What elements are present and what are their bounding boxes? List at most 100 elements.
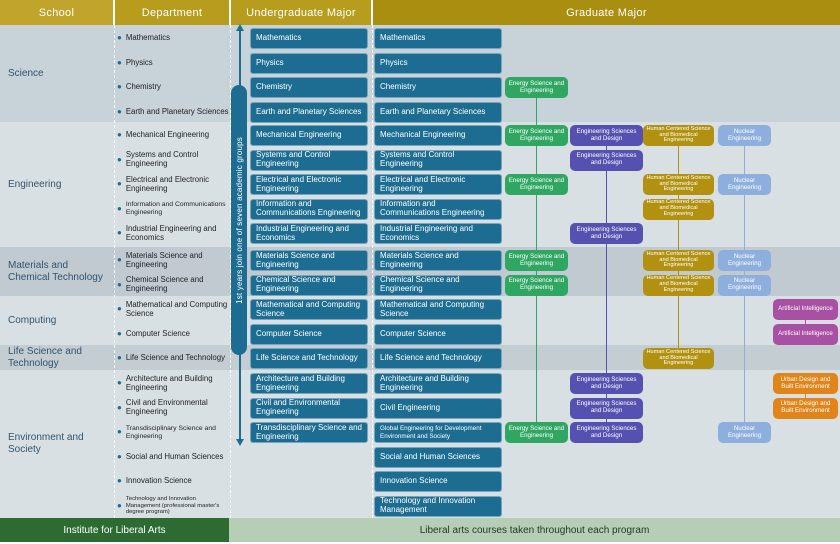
department-item: ● Chemical Science and Engineering: [117, 275, 229, 296]
department-item: ● Information and Communications Engineer…: [117, 199, 229, 220]
department-label: Innovation Science: [125, 476, 192, 486]
school-band-life-science-and-technology: Life Science and Technology ● Life Science…: [0, 345, 840, 370]
department-item: ● Physics: [117, 53, 229, 74]
department-item: ● Life Science and Technology: [117, 348, 229, 369]
major-row: ● Innovation Science Innovation Science: [0, 471, 840, 492]
program-box-energy: Energy Science and Engineering: [505, 422, 568, 443]
school-label: Environment and Society: [8, 432, 84, 455]
bullet-icon: ●: [117, 228, 122, 238]
department-label: Earth and Planetary Sciences: [125, 106, 229, 116]
undergraduate-major-box: Industrial Engineering and Economics: [250, 223, 368, 244]
graduate-major-box: Global Engineering for Development Envir…: [374, 422, 502, 443]
column-separator: [371, 25, 373, 518]
major-row: ● Electrical and Electronic Engineering El…: [0, 174, 840, 195]
bullet-icon: ●: [117, 179, 122, 189]
undergraduate-major-box: Architecture and Building Engineering: [250, 373, 368, 394]
major-row: ● Industrial Engineering and Economics Ind…: [0, 223, 840, 244]
undergraduate-major-box: Systems and Control Engineering: [250, 149, 368, 171]
bullet-icon: ●: [117, 500, 122, 510]
program-box-esd: Engineering Sciences and Design: [570, 422, 643, 443]
graduate-major-box: Mathematics: [374, 28, 502, 49]
program-box-hcb: Human Centered Science and Biomedical En…: [643, 198, 714, 220]
bullet-icon: ●: [117, 154, 122, 164]
major-row: ● Physics Physics Physics: [0, 52, 840, 74]
bullet-icon: ●: [117, 82, 122, 92]
department-label: Mechanical Engineering: [125, 130, 210, 140]
first-year-academic-groups-bar: 1st years join one of seven academic gro…: [231, 85, 247, 355]
school-label: Engineering: [8, 178, 62, 190]
bullet-icon: ●: [117, 106, 122, 116]
department-label: Technology and Innovation Management (pr…: [125, 496, 220, 516]
program-connector-hcb: [677, 135, 680, 359]
bullet-icon: ●: [117, 57, 122, 67]
graduate-major-box: Chemistry: [374, 77, 502, 98]
graduate-major-box: Information and Communications Engineeri…: [374, 198, 502, 220]
first-year-academic-groups-note: 1st years join one of seven academic gro…: [234, 136, 244, 304]
major-row: ● Computer Science Computer Science Compute…: [0, 323, 840, 345]
program-box-hcb: Human Centered Science and Biomedical En…: [643, 250, 714, 271]
department-item: ● Architecture and Building Engineering: [117, 373, 229, 394]
program-box-esd: Engineering Sciences and Design: [570, 223, 643, 244]
program-box-nuclear: Nuclear Engineering: [718, 422, 771, 443]
graduate-major-box: Chemical Science and Engineering: [374, 274, 502, 296]
department-item: ● Chemistry: [117, 77, 229, 98]
department-label: Physics: [125, 57, 153, 67]
undergraduate-major-box: Materials Science and Engineering: [250, 250, 368, 271]
institute-for-liberal-arts-bar: Institute for Liberal Arts: [0, 518, 229, 542]
department-label: Mathematics: [125, 33, 171, 43]
program-box-hcb: Human Centered Science and Biomedical En…: [643, 125, 714, 146]
program-box-esd: Engineering Sciences and Design: [570, 125, 643, 146]
program-box-hcb: Human Centered Science and Biomedical En…: [643, 348, 714, 369]
program-box-energy: Energy Science and Engineering: [505, 77, 568, 98]
department-label: Computer Science: [125, 328, 190, 338]
major-row: ● Technology and Innovation Management (p…: [0, 495, 840, 517]
school-band-engineering: Engineering ● Mechanical Engineering Mechan…: [0, 122, 840, 247]
bullet-icon: ●: [117, 279, 122, 289]
program-box-ai: Artificial Intelligence: [773, 323, 838, 345]
undergraduate-major-box: Chemical Science and Engineering: [250, 274, 368, 296]
department-item: ● Civil and Environmental Engineering: [117, 398, 229, 419]
graduate-major-box: Innovation Science: [374, 471, 502, 492]
bullet-icon: ●: [117, 130, 122, 140]
graduate-major-box: Earth and Planetary Sciences: [374, 101, 502, 123]
bullet-icon: ●: [117, 255, 122, 265]
liberal-arts-courses-bar: Liberal arts courses taken throughout ea…: [229, 518, 840, 542]
department-item: ● Mathematical and Computing Science: [117, 299, 229, 320]
program-box-hcb: Human Centered Science and Biomedical En…: [643, 274, 714, 296]
graduate-major-box: Mechanical Engineering: [374, 125, 502, 146]
department-label: Information and Communications Engineeri…: [125, 201, 226, 216]
header-cell-graduate-major: Graduate Major: [373, 0, 840, 25]
program-box-nuclear: Nuclear Engineering: [718, 250, 771, 271]
major-row: ● Chemical Science and Engineering Chemica…: [0, 274, 840, 296]
department-item: ● Technology and Innovation Management (p…: [117, 496, 229, 517]
department-label: Systems and Control Engineering: [125, 150, 199, 168]
graduate-major-box: Computer Science: [374, 323, 502, 345]
bullet-icon: ●: [117, 402, 122, 412]
major-row: ● Materials Science and Engineering Materi…: [0, 250, 840, 271]
major-row: ● Systems and Control Engineering Systems …: [0, 149, 840, 171]
header-cell-department: Department: [115, 0, 229, 25]
school-band-science: Science ● Mathematics Mathematics Mathematic…: [0, 25, 840, 123]
graduate-major-box: Mathematical and Computing Science: [374, 299, 502, 320]
major-row: ● Mathematics Mathematics Mathematics: [0, 28, 840, 49]
arrow-down-icon: [235, 439, 244, 446]
graduate-major-box: Industrial Engineering and Economics: [374, 223, 502, 244]
program-box-urban: Urban Design and Built Environment: [773, 397, 838, 419]
undergraduate-major-box: Information and Communications Engineeri…: [250, 198, 368, 220]
graduate-major-box: Social and Human Sciences: [374, 446, 502, 468]
program-box-energy: Energy Science and Engineering: [505, 174, 568, 195]
program-box-esd: Engineering Sciences and Design: [570, 149, 643, 171]
graduate-major-box: Life Science and Technology: [374, 348, 502, 369]
bullet-icon: ●: [117, 476, 122, 486]
program-box-ai: Artificial Intelligence: [773, 299, 838, 320]
undergraduate-major-box: Electrical and Electronic Engineering: [250, 174, 368, 195]
program-box-hcb: Human Centered Science and Biomedical En…: [643, 174, 714, 195]
program-box-urban: Urban Design and Built Environment: [773, 373, 838, 394]
undergraduate-major-box: Earth and Planetary Sciences: [250, 101, 368, 123]
undergraduate-major-box: Civil and Environmental Engineering: [250, 397, 368, 419]
school-band-environment-and-society: Environment and Society ● Architecture and…: [0, 370, 840, 518]
department-label: Chemical Science and Engineering: [125, 275, 204, 293]
department-item: ● Computer Science: [117, 324, 229, 345]
department-label: Materials Science and Engineering: [125, 250, 203, 269]
graduate-major-box: Architecture and Building Engineering: [374, 373, 502, 394]
